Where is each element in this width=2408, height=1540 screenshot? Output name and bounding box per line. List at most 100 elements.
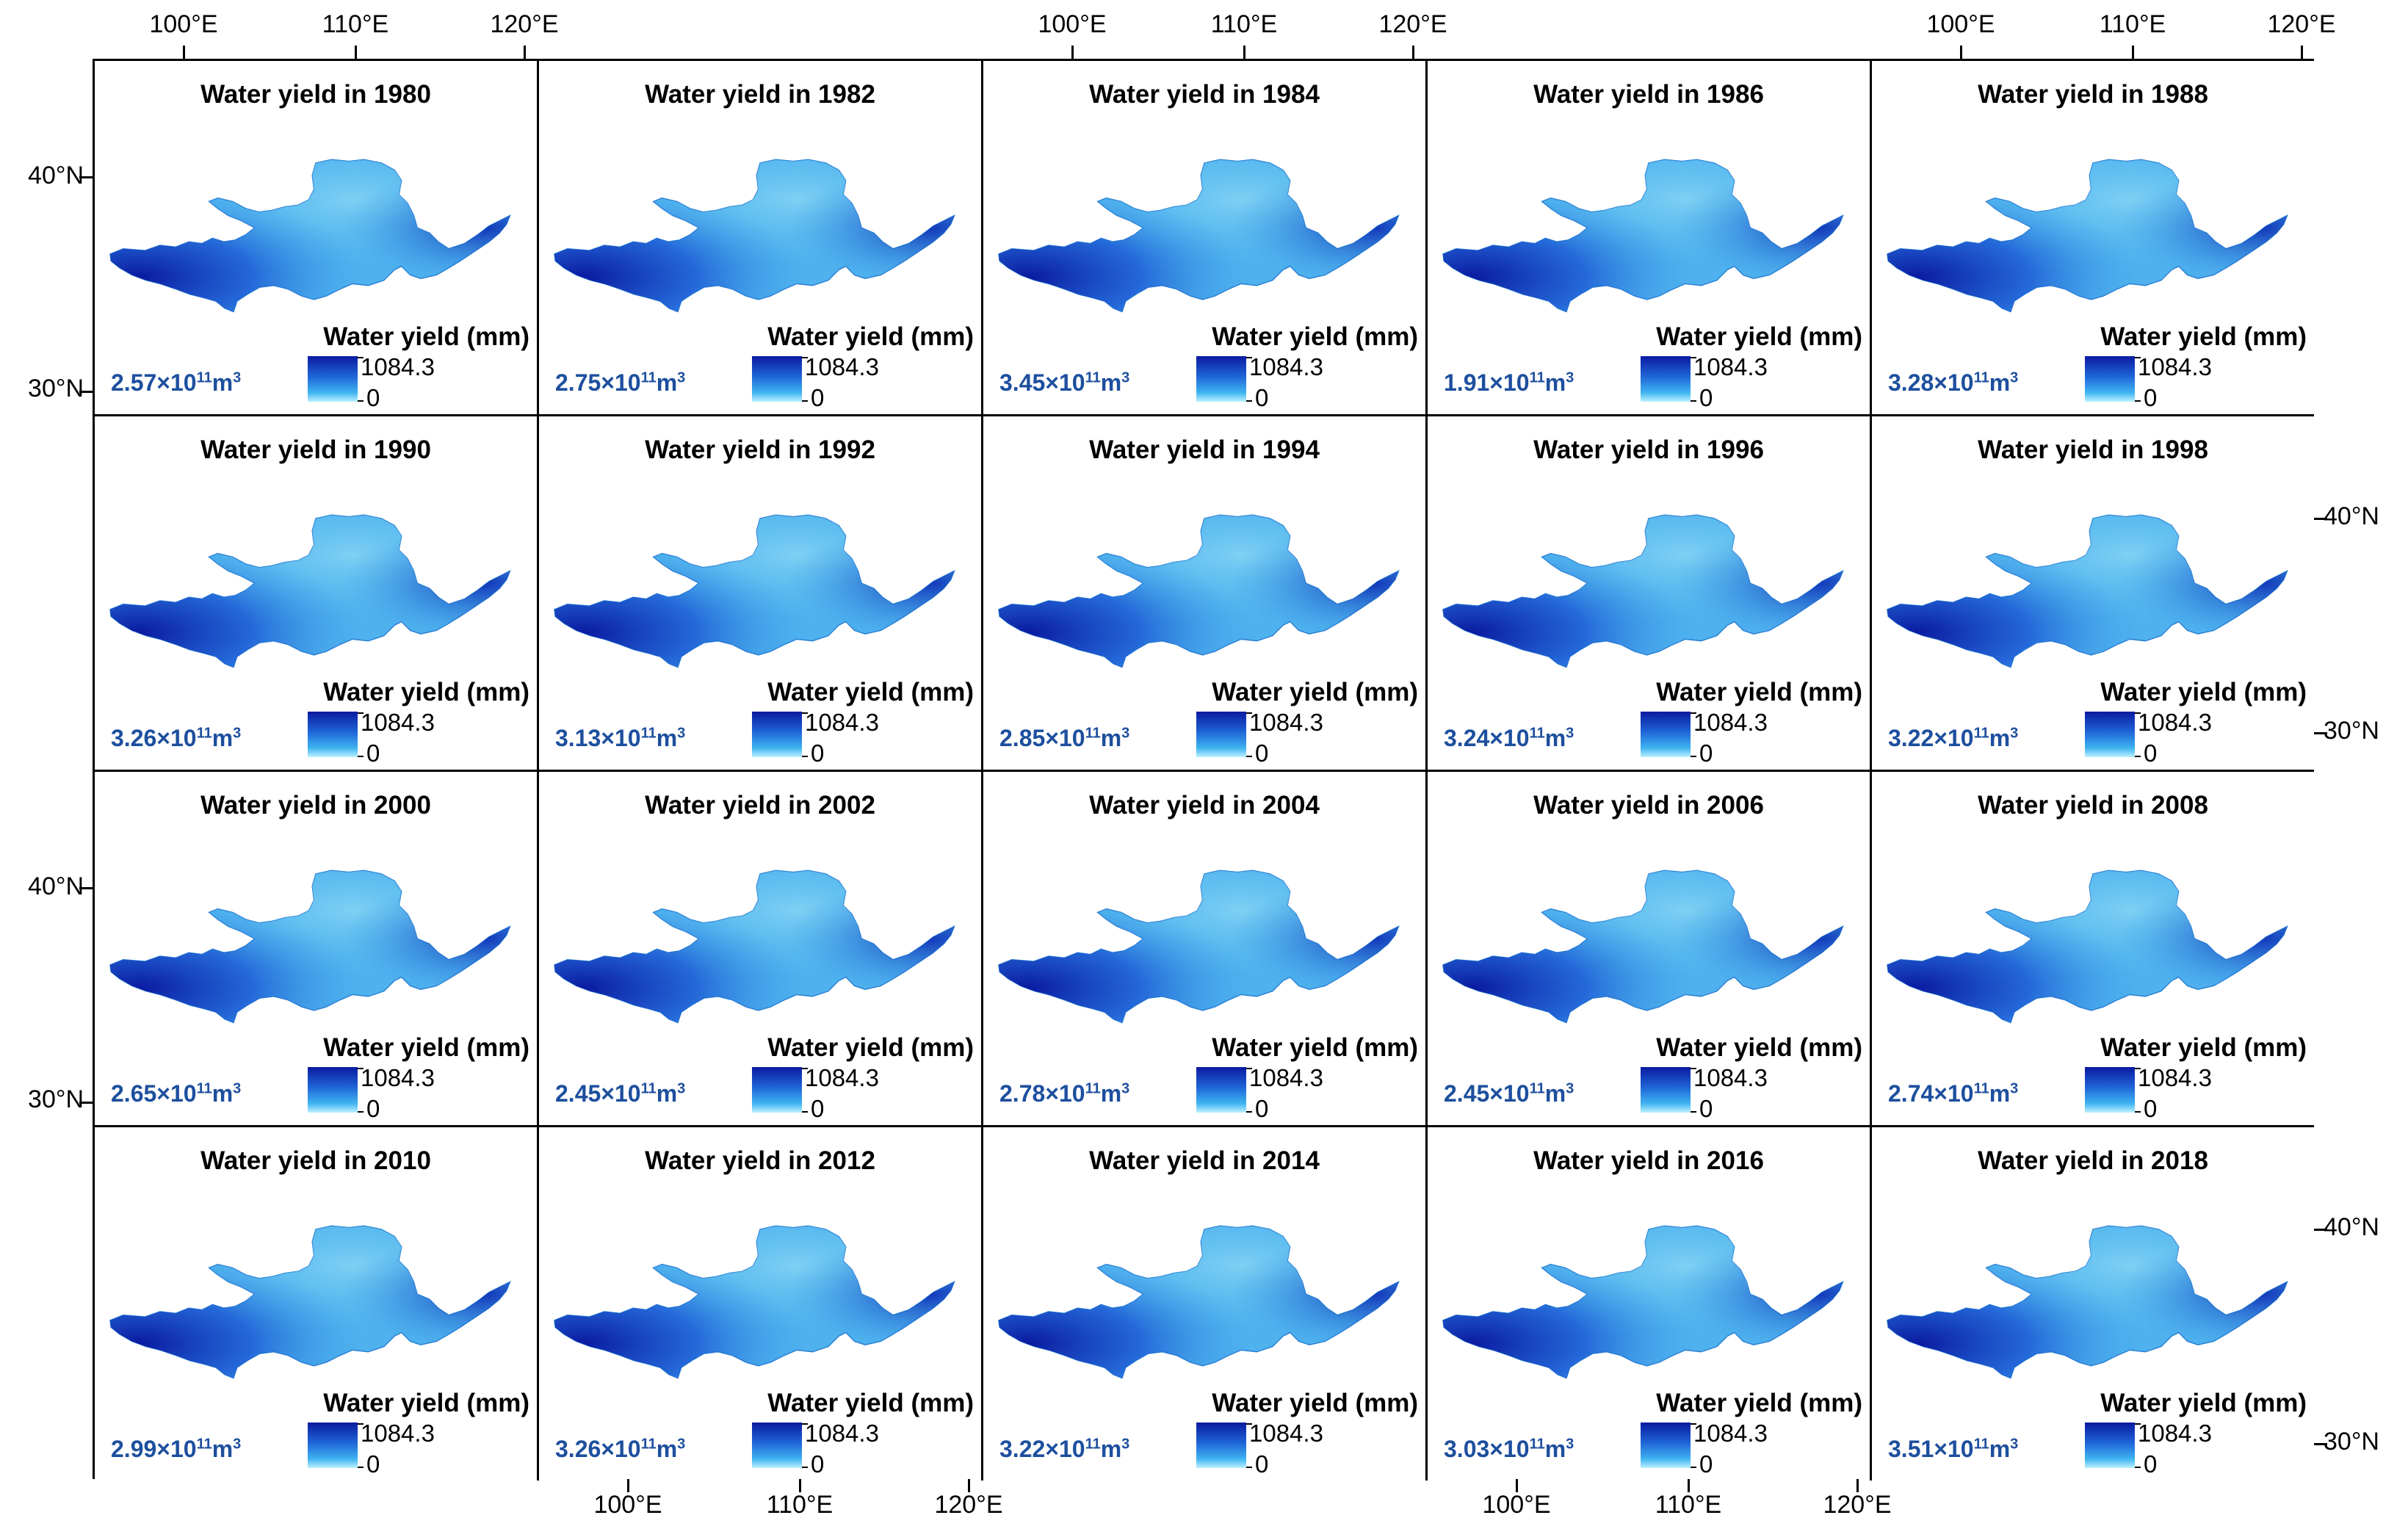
total-water-yield: 2.99×1011m3 — [111, 1436, 241, 1463]
total-mantissa: 2.99 — [111, 1436, 157, 1462]
panel-title: Water yield in 2008 — [1978, 791, 2208, 820]
legend-color-bar — [1641, 356, 1691, 402]
total-mantissa: 1.91 — [1444, 369, 1490, 396]
panel-title: Water yield in 1984 — [1089, 80, 1320, 109]
legend-tick — [802, 357, 808, 358]
legend-min-label: 0 — [366, 740, 380, 767]
legend-title: Water yield (mm) — [1212, 1033, 1418, 1062]
legend-min-label: 0 — [811, 384, 825, 411]
total-times-ten: ×10 — [1934, 725, 1974, 751]
legend-tick — [1246, 712, 1252, 714]
legend-min-label: 0 — [2144, 1450, 2158, 1478]
basin-map — [1442, 514, 1844, 668]
map-panel-2012: Water yield in 2012 Water y — [539, 1127, 983, 1481]
map-panel-2000: Water yield in 2000 Water y — [95, 772, 539, 1127]
total-times-ten: ×10 — [1934, 1436, 1974, 1462]
axis-label: 100°E — [1038, 10, 1107, 38]
legend-title: Water yield (mm) — [2100, 1033, 2307, 1062]
total-unit-exponent: 3 — [2010, 1080, 2019, 1097]
basin-map — [998, 159, 1400, 313]
axis-tick — [1071, 46, 1074, 59]
total-exponent: 11 — [1085, 1436, 1101, 1453]
legend-min-label: 0 — [811, 740, 825, 767]
legend-max-label: 1084.3 — [1693, 1064, 1768, 1091]
total-times-ten: ×10 — [1934, 369, 1974, 396]
legend-max-label: 1084.3 — [1693, 709, 1768, 736]
total-unit-exponent: 3 — [1121, 725, 1130, 742]
total-unit: m — [211, 1080, 234, 1107]
map-panel-2006: Water yield in 2006 Water y — [1428, 772, 1872, 1127]
legend-tick — [1691, 1423, 1696, 1425]
axis-tick — [2314, 1229, 2327, 1231]
total-unit: m — [656, 1080, 678, 1107]
panel-title: Water yield in 1982 — [645, 80, 875, 109]
legend-tick — [802, 1467, 808, 1468]
basin-map — [998, 870, 1400, 1024]
legend-tick — [1246, 756, 1252, 757]
total-times-ten: ×10 — [1045, 725, 1085, 751]
axis-tick — [524, 46, 526, 59]
basin-map — [1442, 1225, 1844, 1379]
axis-tick — [2132, 46, 2134, 59]
legend-tick — [1246, 1467, 1252, 1468]
basin-map — [109, 159, 511, 313]
total-unit-exponent: 3 — [677, 1436, 686, 1453]
legend-color-bar — [752, 356, 802, 402]
axis-tick — [1516, 1479, 1518, 1492]
map-panel-2004: Water yield in 2004 Water y — [983, 772, 1428, 1127]
total-water-yield: 2.78×1011m3 — [999, 1080, 1129, 1107]
axis-label: 110°E — [1655, 1491, 1722, 1519]
legend-min-label: 0 — [1699, 384, 1713, 411]
total-water-yield: 2.65×1011m3 — [111, 1080, 241, 1107]
legend-tick — [2135, 357, 2141, 358]
total-water-yield: 3.28×1011m3 — [1888, 369, 2018, 397]
panel-title: Water yield in 1980 — [200, 80, 431, 109]
total-water-yield: 3.26×1011m3 — [555, 1436, 685, 1463]
basin-map — [554, 159, 955, 313]
legend-tick — [358, 712, 364, 714]
total-unit: m — [1989, 1436, 2011, 1462]
legend-tick — [802, 712, 808, 714]
map-panel-1982: Water yield in 1982 Water y — [539, 61, 983, 416]
legend-color-bar — [1196, 1422, 1246, 1468]
legend-tick — [802, 756, 808, 757]
total-exponent: 11 — [640, 1080, 657, 1097]
legend-min-label: 0 — [366, 384, 380, 411]
legend-min-label: 0 — [2144, 1095, 2158, 1122]
total-exponent: 11 — [1529, 1080, 1545, 1097]
total-unit-exponent: 3 — [2010, 1436, 2019, 1453]
total-unit-exponent: 3 — [677, 369, 686, 386]
total-water-yield: 2.85×1011m3 — [999, 725, 1129, 752]
legend-title: Water yield (mm) — [2100, 678, 2307, 706]
total-times-ten: ×10 — [601, 369, 641, 396]
total-times-ten: ×10 — [1489, 1080, 1530, 1107]
map-panel-2008: Water yield in 2008 Water y — [1872, 772, 2314, 1127]
total-unit-exponent: 3 — [1121, 369, 1130, 386]
total-unit-exponent: 3 — [1121, 1436, 1130, 1453]
legend-tick — [1246, 400, 1252, 402]
legend-min-label: 0 — [1255, 1095, 1269, 1122]
total-unit-exponent: 3 — [1566, 1436, 1574, 1453]
legend-color-bar — [308, 356, 358, 402]
total-mantissa: 3.28 — [1888, 369, 1934, 396]
map-panel-2014: Water yield in 2014 Water y — [983, 1127, 1428, 1481]
total-mantissa: 2.65 — [111, 1080, 157, 1107]
legend-tick — [1246, 357, 1252, 358]
legend-color-bar — [1641, 712, 1691, 757]
total-unit: m — [1544, 369, 1566, 396]
map-panel-1998: Water yield in 1998 Water y — [1872, 416, 2314, 772]
legend-title: Water yield (mm) — [2100, 1389, 2307, 1417]
basin-map — [109, 514, 511, 668]
total-water-yield: 1.91×1011m3 — [1444, 369, 1574, 397]
total-unit: m — [1544, 1080, 1566, 1107]
legend-max-label: 1084.3 — [2138, 1064, 2212, 1091]
legend-title: Water yield (mm) — [1212, 678, 1418, 706]
total-mantissa: 3.26 — [555, 1436, 601, 1462]
map-panel-grid: Water yield in 1980 Water y — [93, 59, 2314, 1481]
legend-color-bar — [752, 1067, 802, 1113]
panel-title: Water yield in 2000 — [200, 791, 431, 820]
legend-color-bar — [1641, 1067, 1691, 1113]
total-unit: m — [211, 1436, 234, 1462]
legend-title: Water yield (mm) — [1212, 1389, 1418, 1417]
panel-title: Water yield in 1990 — [200, 435, 431, 464]
